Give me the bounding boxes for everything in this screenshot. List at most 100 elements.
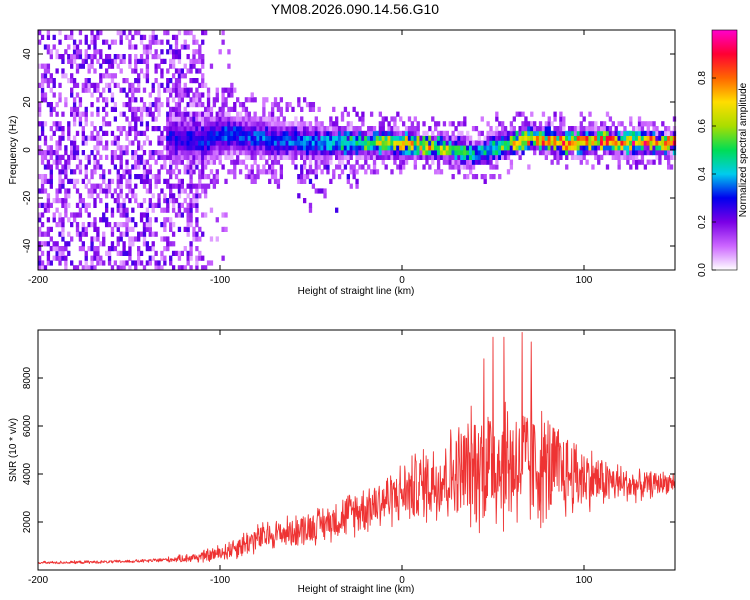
heatmap-cell [320,150,324,156]
heatmap-cell [413,150,417,156]
heatmap-cell [454,159,458,165]
heatmap-cell [171,82,176,88]
heatmap-cell [218,106,222,112]
heatmap-cell [597,140,601,146]
heatmap-cell [107,246,112,252]
heatmap-cell [302,150,307,156]
heatmap-cell [247,145,251,151]
heatmap-cell [96,260,100,266]
heatmap-cell [137,82,141,88]
heatmap-cell [646,130,650,136]
heatmap-cell [206,150,211,156]
heatmap-cell [611,135,615,141]
heatmap-cell [460,135,464,141]
heatmap-cell [145,212,150,218]
heatmap-cell [192,63,196,69]
heatmap-cell [451,140,455,146]
heatmap-cell [67,126,71,132]
heatmap-cell [174,102,179,108]
heatmap-cell [174,135,179,141]
heatmap-cell [468,135,473,141]
heatmap-cell [483,135,487,141]
heatmap-cell [166,49,170,55]
heatmap-cell [623,130,627,136]
heatmap-cell [436,164,441,170]
heatmap-cell [279,154,284,160]
heatmap-cell [99,260,103,266]
heatmap-cell [192,130,196,136]
heatmap-cell [186,150,190,156]
heatmap-cell [340,111,345,117]
heatmap-cell [131,236,135,242]
heatmap-cell [189,87,193,93]
heatmap-cell [655,130,659,136]
heatmap-cell [84,49,88,55]
heatmap-cell [148,140,152,146]
heatmap-cell [349,130,353,136]
heatmap-cell [116,202,120,208]
heatmap-cell [195,231,199,237]
heatmap-cell [422,130,426,136]
heatmap-cell [317,164,321,170]
heatmap-cell [238,121,243,127]
heatmap-cell [527,164,531,170]
heatmap-cell [61,73,65,79]
heatmap-cell [84,106,88,112]
heatmap-cell [64,34,68,40]
heatmap-cell [177,202,182,208]
heatmap-cell [157,265,161,271]
heatmap-cell [122,174,126,180]
heatmap-cell [189,154,193,160]
heatmap-cell [454,150,458,156]
heatmap-cell [250,97,254,103]
heatmap-cell [282,135,286,141]
heatmap-cell [107,255,112,261]
heatmap-cell [183,39,187,45]
heatmap-cell [180,140,184,146]
heatmap-cell [236,135,240,141]
heatmap-cell [369,126,374,132]
heatmap-cell [509,164,514,170]
heatmap-cell [224,111,228,117]
heatmap-cell [81,265,85,271]
heatmap-cell [99,183,103,189]
heatmap-cell [209,159,214,165]
heatmap-cell [282,116,286,122]
heatmap-cell [661,121,665,127]
heatmap-cell [180,145,184,151]
heatmap-cell [58,260,62,266]
heatmap-cell [70,154,74,160]
heatmap-cell [640,150,645,156]
heatmap-cell [107,44,112,50]
heatmap-cell [104,102,109,108]
heatmap-cell [125,169,129,175]
heatmap-cell [154,159,158,165]
heatmap-cell [183,164,187,170]
heatmap-cell [448,145,452,151]
heatmap-cell [84,202,88,208]
heatmap-cell [93,255,97,261]
heatmap-cell [72,150,77,156]
heatmap-cell [148,255,152,261]
heatmap-cell [198,92,202,98]
heatmap-cell [617,130,621,136]
heatmap-cell [46,250,51,256]
heatmap-cell [131,87,135,93]
heatmap-cell [375,154,380,160]
heatmap-cell [335,121,339,127]
heatmap-cell [110,207,115,213]
heatmap-cell [241,106,246,112]
heatmap-cell [154,34,158,40]
heatmap-cell [134,63,138,69]
heatmap-cell [93,250,97,256]
heatmap-cell [238,126,243,132]
heatmap-cell [166,97,170,103]
heatmap-cell [171,73,176,79]
heatmap-cell [567,130,572,136]
heatmap-cell [326,126,330,132]
heatmap-cell [46,226,51,232]
heatmap-cell [116,135,120,141]
heatmap-cell [186,193,190,199]
heatmap-cell [195,164,199,170]
